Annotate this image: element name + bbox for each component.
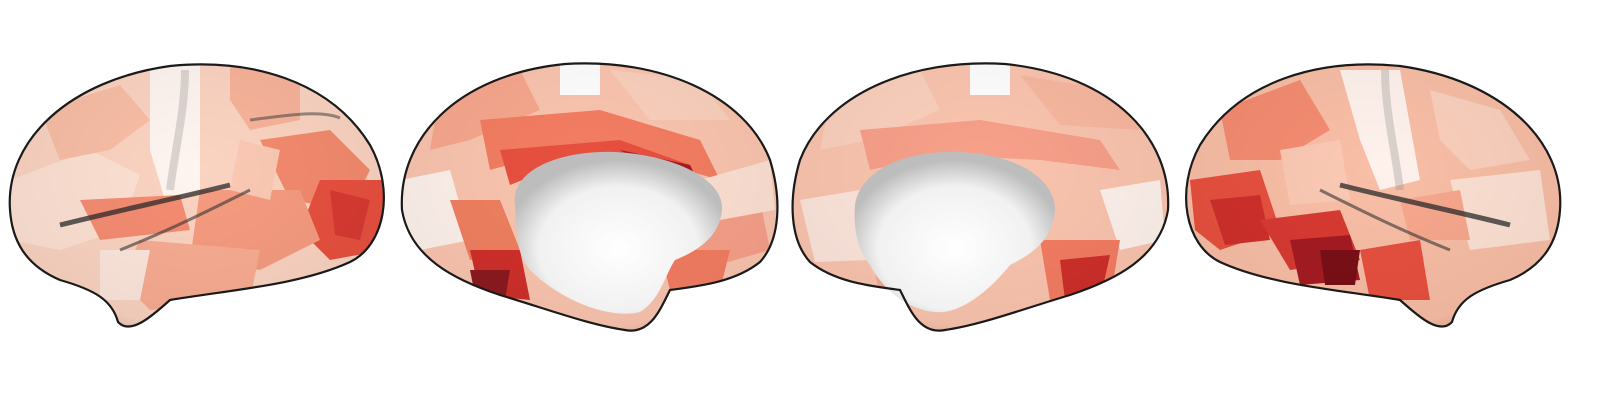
right-medial-hemisphere bbox=[791, 62, 1170, 332]
left-medial-hemisphere bbox=[400, 62, 779, 332]
medial-wall bbox=[854, 151, 1055, 313]
right-lateral-hemisphere bbox=[1185, 63, 1562, 328]
medial-wall bbox=[514, 151, 723, 314]
left-lateral-hemisphere bbox=[8, 63, 385, 328]
